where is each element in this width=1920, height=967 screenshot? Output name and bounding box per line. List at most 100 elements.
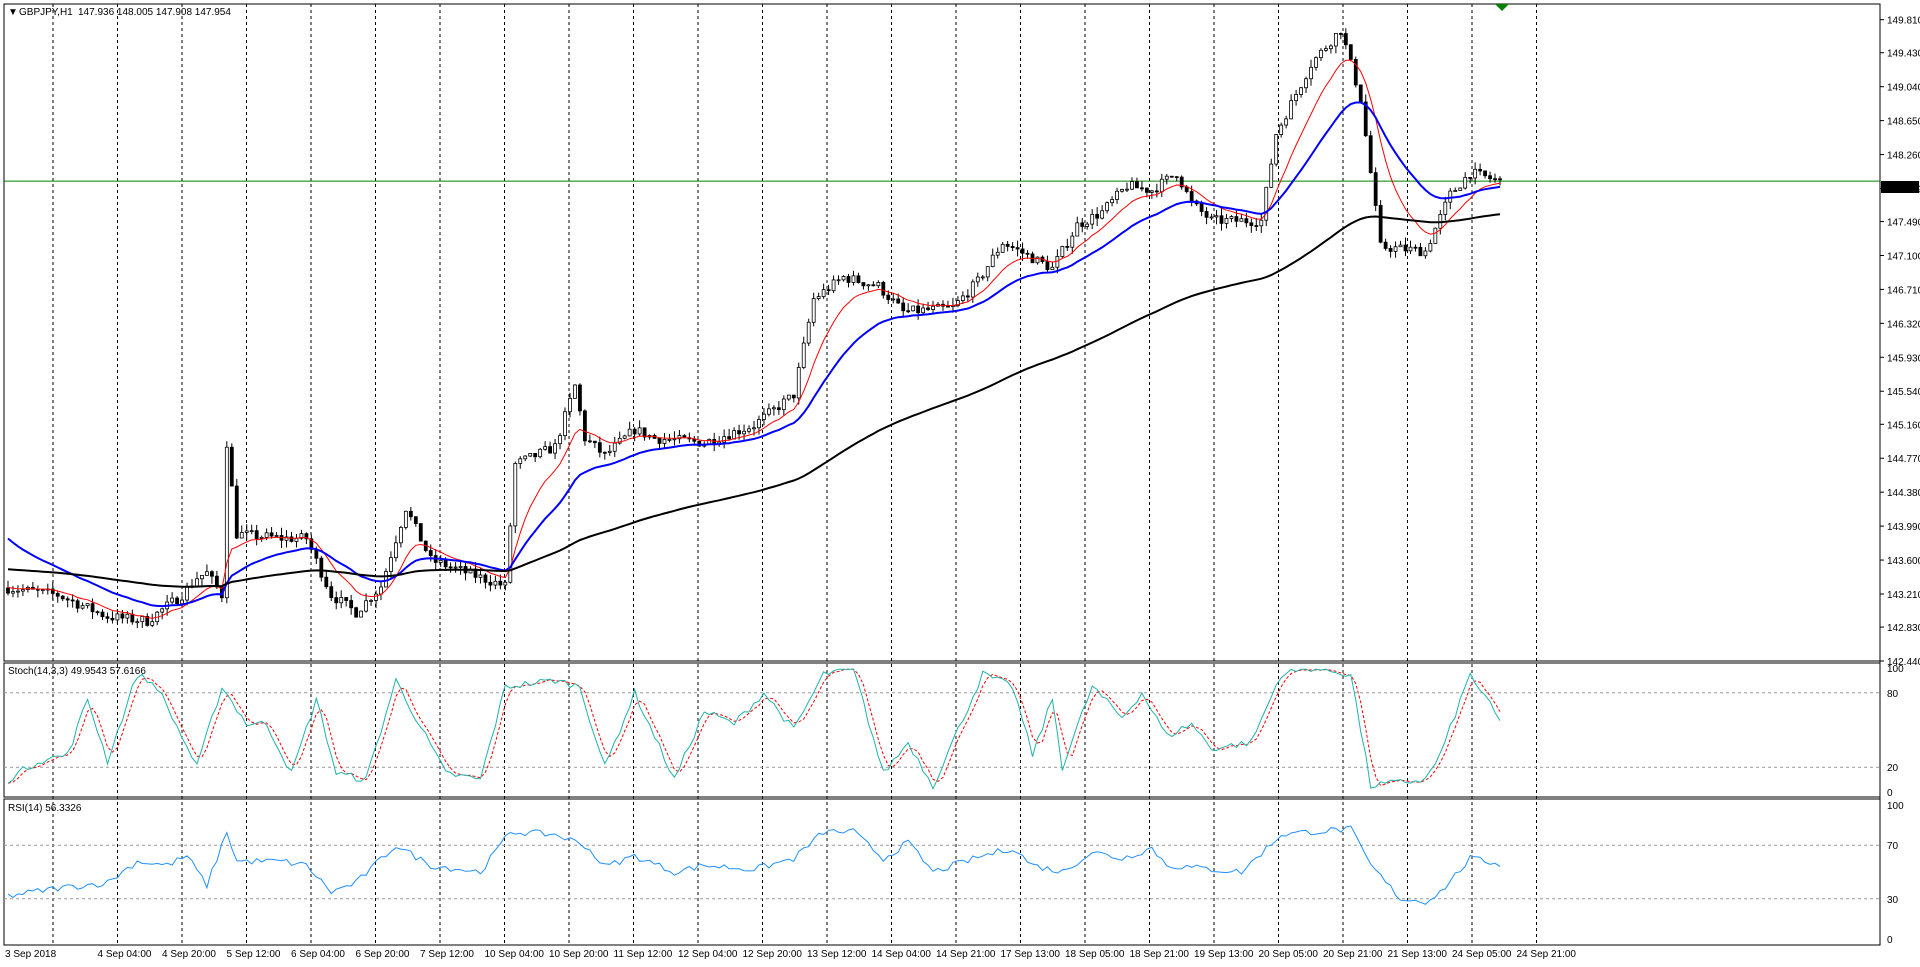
candle-body xyxy=(881,281,886,296)
candle-body xyxy=(1413,246,1418,249)
candle-body xyxy=(1120,189,1124,192)
candle-body xyxy=(871,284,876,287)
y-tick-label: 148.650 xyxy=(1887,117,1920,128)
candle-body xyxy=(1343,33,1348,46)
candle-body xyxy=(816,296,821,299)
candle-body xyxy=(498,580,503,586)
candle-body xyxy=(1279,124,1284,135)
candle-body xyxy=(40,589,45,591)
candle-body xyxy=(846,276,851,283)
candle-body xyxy=(1463,177,1468,189)
candle-body xyxy=(737,430,741,435)
stochastic-pane: 100 80 20 0 xyxy=(4,664,1904,799)
y-tick-label: 146.320 xyxy=(1887,319,1920,330)
candle-body xyxy=(110,617,115,621)
candle-body xyxy=(995,251,1000,256)
shift-marker-icon[interactable] xyxy=(1495,4,1509,11)
candle-body xyxy=(806,321,811,344)
x-tick-label: 4 Sep 04:00 xyxy=(98,949,152,960)
x-tick-label: 10 Sep 04:00 xyxy=(485,949,545,960)
candle-body xyxy=(990,254,995,268)
candle-body xyxy=(985,266,990,278)
candle-body xyxy=(592,440,597,444)
x-tick-label: 5 Sep 12:00 xyxy=(227,949,281,960)
candle-body xyxy=(65,598,70,601)
candle-body xyxy=(264,532,269,538)
candle-body xyxy=(558,435,562,445)
candle-body xyxy=(210,571,214,577)
candle-body xyxy=(1125,188,1129,191)
candle-body xyxy=(349,600,354,609)
candle-body xyxy=(1294,94,1298,102)
ma-mid-line xyxy=(7,101,1501,608)
x-tick-label: 14 Sep 21:00 xyxy=(936,949,996,960)
candle-body xyxy=(269,532,274,537)
candle-body xyxy=(1174,176,1179,179)
candle-body xyxy=(946,305,950,308)
candle-body xyxy=(891,298,896,301)
candle-body xyxy=(389,557,393,572)
rsi-pane: 100 70 30 0 xyxy=(4,801,1904,946)
candle-body xyxy=(493,580,498,586)
candle-body xyxy=(538,448,543,458)
candle-body xyxy=(1458,187,1463,191)
candle-body xyxy=(70,599,75,602)
candle-body xyxy=(1358,84,1363,103)
x-tick-label: 20 Sep 21:00 xyxy=(1323,949,1383,960)
candle-body xyxy=(364,600,368,612)
candle-body xyxy=(1090,213,1095,225)
candle-body xyxy=(757,419,761,429)
candle-body xyxy=(145,616,150,626)
candle-body xyxy=(80,605,85,609)
candle-body xyxy=(478,574,483,578)
vertical-gridlines xyxy=(52,4,1537,945)
y-tick-label: 147.490 xyxy=(1887,218,1920,229)
candle-body xyxy=(50,588,55,594)
candle-body xyxy=(170,597,175,603)
candle-body xyxy=(1259,219,1264,227)
candle-body xyxy=(1164,175,1169,180)
candle-body xyxy=(612,442,617,452)
candle-body xyxy=(1149,190,1154,193)
candle-body xyxy=(1433,227,1438,244)
candle-body xyxy=(861,282,866,287)
candle-body xyxy=(632,428,637,435)
candle-body xyxy=(826,289,831,292)
candle-body xyxy=(956,300,960,306)
stoch-label: Stoch(14,3,3) 49.9543 57.6166 xyxy=(8,666,146,677)
candle-body xyxy=(1050,266,1055,271)
candle-body xyxy=(1468,177,1473,179)
candle-body xyxy=(100,611,105,618)
x-tick-label: 18 Sep 05:00 xyxy=(1065,949,1125,960)
candle-body xyxy=(75,600,80,609)
candle-body xyxy=(488,581,493,586)
candle-body xyxy=(458,566,463,568)
rsi-label: RSI(14) 56.3326 xyxy=(8,803,82,814)
candle-body xyxy=(394,542,398,559)
candle-body xyxy=(697,440,702,447)
candle-body xyxy=(1214,215,1219,218)
candle-body xyxy=(1368,135,1373,174)
y-tick-label: 146.710 xyxy=(1887,285,1920,296)
price-tag-bg xyxy=(1881,181,1919,193)
candle-body xyxy=(886,294,891,300)
candle-body xyxy=(513,463,518,527)
candle-body xyxy=(115,613,120,621)
y-tick-label: 149.430 xyxy=(1887,49,1920,60)
candle-body xyxy=(931,305,935,310)
candle-body xyxy=(747,428,751,432)
candle-body xyxy=(1319,49,1323,59)
candle-body xyxy=(1249,222,1254,226)
candle-body xyxy=(249,530,254,533)
candle-body xyxy=(607,450,612,453)
chart-dropdown-arrow-icon[interactable]: ▼ xyxy=(8,7,18,18)
candle-body xyxy=(483,574,488,583)
candle-body xyxy=(324,576,329,588)
candle-body xyxy=(533,453,538,458)
candle-body xyxy=(901,302,906,312)
candle-body xyxy=(866,284,871,287)
candle-body xyxy=(195,578,199,587)
candle-body xyxy=(95,611,100,614)
candle-body xyxy=(1488,175,1492,180)
